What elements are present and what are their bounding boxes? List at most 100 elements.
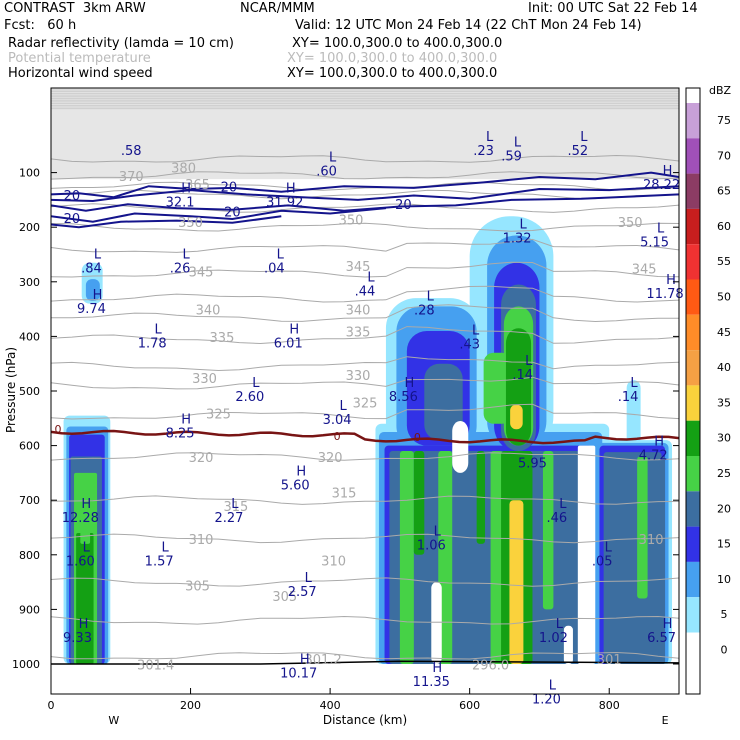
wind-min-marker: L [367, 270, 375, 285]
theta-label: 330 [346, 369, 371, 384]
wind-extremum-value: 1.06 [417, 538, 446, 553]
wind-extremum-value: .46 [547, 511, 568, 526]
wind-extremum-value: .84 [81, 262, 102, 277]
theta-label: 320 [189, 451, 214, 466]
wind-extremum-value: 1.02 [539, 631, 568, 646]
wind-contour [51, 193, 679, 212]
wind-max-marker: H [663, 617, 673, 632]
colorbar-label: 10 [717, 573, 731, 586]
colorbar-label: 70 [717, 149, 731, 162]
theta-contour [51, 452, 679, 461]
theta-label: 380 [171, 162, 196, 177]
terrain-line [51, 660, 679, 665]
theta-contour [51, 238, 679, 253]
wind-min-marker: L [559, 497, 567, 512]
wind-extremum-value: 9.33 [63, 631, 92, 646]
wind-extremum-value: .44 [355, 284, 376, 299]
wind-min-marker: L [94, 248, 102, 263]
field-reflectivity: Radar reflectivity (lamda = 10 cm) [8, 36, 234, 51]
wind-extremum-value: 9.74 [77, 302, 106, 317]
reflectivity-area-10dbz [85, 279, 100, 301]
colorbar-label: 15 [717, 538, 731, 551]
y-tick-label: 200 [19, 221, 40, 234]
y-tick-label: 400 [19, 330, 40, 343]
wind-extremum-value: 2.60 [235, 390, 264, 405]
x-tick-label: 200 [180, 699, 201, 712]
colorbar-swatch [686, 526, 700, 562]
wind-extremum-value: 10.17 [280, 667, 317, 682]
colorbar-label: 40 [717, 361, 731, 374]
theta-contour [51, 171, 679, 180]
theta-contour [51, 495, 679, 505]
reflectivity-area-0dbz [563, 625, 573, 664]
wind-extremum-value: 31.92 [266, 195, 303, 210]
wind-extremum-value: 8.56 [389, 390, 418, 405]
reflectivity-area-35dbz [510, 404, 523, 430]
theta-label: 315 [223, 500, 248, 515]
wind-min-marker: L [472, 323, 480, 338]
theta-label: 340 [346, 304, 371, 319]
reflectivity-area-25dbz [542, 451, 554, 610]
zero-isotherm [51, 429, 679, 445]
colorbar-label: 65 [717, 185, 731, 198]
colorbar-label: 35 [717, 396, 731, 409]
colorbar-swatch [686, 138, 700, 174]
colorbar-label: 20 [717, 502, 731, 515]
y-tick-label: 800 [19, 549, 40, 562]
theta-contour [51, 533, 679, 544]
reflectivity-area-30dbz [76, 532, 94, 664]
x-tick-label: 800 [599, 699, 620, 712]
wind-max-marker: H [654, 434, 664, 449]
wind-extremum-value: 2.27 [214, 511, 243, 526]
colorbar-swatch-top [686, 88, 700, 103]
wind-extremum-value: .60 [316, 164, 337, 179]
wind-contour-label: 20 [64, 189, 81, 204]
wind-min-marker: L [339, 399, 347, 414]
zero-isotherm-label: 0 [334, 430, 341, 443]
wind-max-marker: H [289, 322, 299, 337]
theta-contour [51, 304, 679, 323]
colorbar-swatch [686, 208, 700, 245]
x-tick-label: 600 [459, 699, 480, 712]
wind-contour-label: 20 [221, 181, 238, 196]
colorbar-swatch-bottom [686, 667, 700, 694]
wind-max-marker: H [666, 273, 676, 288]
colorbar-label: 25 [717, 467, 731, 480]
wind-max-marker: H [432, 661, 442, 676]
x-tick-label: 0 [48, 699, 55, 712]
wind-min-marker: L [252, 376, 260, 391]
theta-label: 335 [346, 325, 371, 340]
theta-contour [51, 615, 679, 625]
wind-max-marker: H [93, 288, 103, 303]
wind-extremum-value: 1.60 [66, 555, 95, 570]
wind-min-marker: L [162, 541, 170, 556]
wind-min-marker: L [605, 541, 613, 556]
contour-labels: 380 370 365 350 350 350 345 345 345 340 340 335 335 3… [54, 130, 683, 707]
wind-min-marker: L [657, 221, 665, 236]
wind-extremum-value: 8.25 [166, 426, 195, 441]
init-time: Init: 00 UTC Sat 22 Feb 14 [528, 1, 698, 16]
upper-gray-band [51, 88, 679, 180]
wind-extremum-value: .23 [473, 144, 494, 159]
wind-max-marker: H [404, 376, 414, 391]
x-axis-title: Distance (km) [323, 713, 407, 727]
wind-extremum-value: 6.01 [274, 336, 303, 351]
wind-extremum-value: .28 [414, 304, 435, 319]
wind-extremum-value: .43 [459, 337, 480, 352]
theta-contour [51, 326, 679, 345]
colorbar-swatch [686, 103, 700, 139]
colorbar-swatch [686, 491, 700, 527]
theta-label: 325 [353, 396, 378, 411]
wind-contour [51, 185, 679, 203]
wind-min-marker: L [486, 130, 494, 145]
x-end-label-west: W [108, 714, 119, 727]
wind-min-marker: L [630, 376, 638, 391]
wind-max-marker: H [81, 497, 91, 512]
theta-contour [51, 651, 679, 660]
theta-label: 345 [346, 260, 371, 275]
zero-isotherm-label: 0 [414, 431, 421, 444]
x-tick-label: 400 [320, 699, 341, 712]
wind-contour-label: 20 [224, 205, 241, 220]
colorbar-swatch [686, 314, 700, 351]
